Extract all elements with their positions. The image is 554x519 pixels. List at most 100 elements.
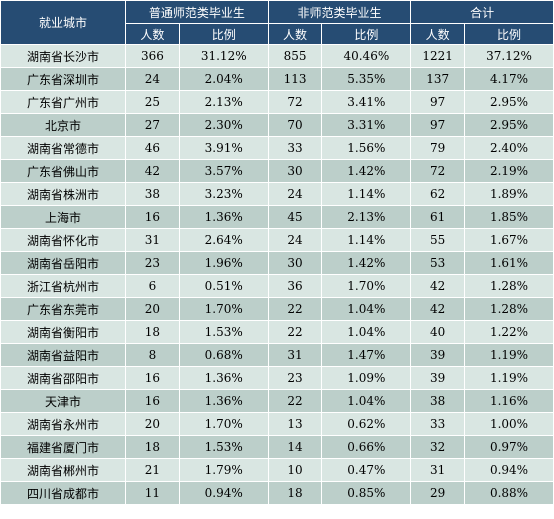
nonteacher-count-cell: 72 <box>267 90 323 114</box>
city-cell: 广东省深圳市 <box>0 67 127 91</box>
total-ratio-cell: 1.28% <box>464 274 554 298</box>
total-count-cell: 32 <box>410 435 466 459</box>
nonteacher-ratio-cell: 3.31% <box>321 113 412 137</box>
header-ratio: 比例 <box>178 23 269 45</box>
nonteacher-ratio-cell: 1.04% <box>321 389 412 413</box>
city-cell: 福建省厦门市 <box>0 435 127 459</box>
city-cell: 浙江省杭州市 <box>0 274 127 298</box>
normal-ratio-cell: 3.57% <box>178 159 269 183</box>
table-row: 湖南省岳阳市 23 1.96% 30 1.42% 53 1.61% <box>0 251 554 275</box>
table-row: 湖南省常德市 46 3.91% 33 1.56% 79 2.40% <box>0 136 554 160</box>
normal-ratio-cell: 1.70% <box>178 412 269 436</box>
city-cell: 广东省佛山市 <box>0 159 127 183</box>
normal-ratio-cell: 2.30% <box>178 113 269 137</box>
nonteacher-count-cell: 22 <box>267 389 323 413</box>
table-row: 广东省深圳市 24 2.04% 113 5.35% 137 4.17% <box>0 67 554 91</box>
city-cell: 上海市 <box>0 205 127 229</box>
header-ratio: 比例 <box>321 23 412 45</box>
nonteacher-ratio-cell: 1.42% <box>321 159 412 183</box>
city-cell: 广东省东莞市 <box>0 297 127 321</box>
nonteacher-ratio-cell: 1.47% <box>321 343 412 367</box>
nonteacher-ratio-cell: 0.85% <box>321 481 412 505</box>
table-row: 广东省广州市 25 2.13% 72 3.41% 97 2.95% <box>0 90 554 114</box>
total-ratio-cell: 1.22% <box>464 320 554 344</box>
nonteacher-count-cell: 855 <box>267 44 323 68</box>
total-ratio-cell: 1.28% <box>464 297 554 321</box>
city-cell: 湖南省怀化市 <box>0 228 127 252</box>
table-row: 上海市 16 1.36% 45 2.13% 61 1.85% <box>0 205 554 229</box>
total-ratio-cell: 1.19% <box>464 343 554 367</box>
nonteacher-count-cell: 36 <box>267 274 323 298</box>
city-cell: 湖南省永州市 <box>0 412 127 436</box>
total-count-cell: 61 <box>410 205 466 229</box>
total-count-cell: 33 <box>410 412 466 436</box>
city-cell: 四川省成都市 <box>0 481 127 505</box>
normal-ratio-cell: 1.70% <box>178 297 269 321</box>
table-row: 北京市 27 2.30% 70 3.31% 97 2.95% <box>0 113 554 137</box>
nonteacher-count-cell: 13 <box>267 412 323 436</box>
nonteacher-count-cell: 30 <box>267 251 323 275</box>
normal-count-cell: 6 <box>125 274 180 298</box>
total-count-cell: 42 <box>410 297 466 321</box>
nonteacher-ratio-cell: 1.04% <box>321 297 412 321</box>
header-count: 人数 <box>410 23 466 45</box>
total-count-cell: 97 <box>410 113 466 137</box>
table-row: 天津市 16 1.36% 22 1.04% 38 1.16% <box>0 389 554 413</box>
normal-ratio-cell: 2.64% <box>178 228 269 252</box>
total-ratio-cell: 1.16% <box>464 389 554 413</box>
normal-ratio-cell: 1.36% <box>178 389 269 413</box>
total-count-cell: 31 <box>410 458 466 482</box>
normal-ratio-cell: 2.13% <box>178 90 269 114</box>
city-cell: 湖南省郴州市 <box>0 458 127 482</box>
nonteacher-count-cell: 22 <box>267 297 323 321</box>
normal-count-cell: 23 <box>125 251 180 275</box>
normal-ratio-cell: 2.04% <box>178 67 269 91</box>
normal-count-cell: 24 <box>125 67 180 91</box>
nonteacher-ratio-cell: 5.35% <box>321 67 412 91</box>
nonteacher-ratio-cell: 0.47% <box>321 458 412 482</box>
nonteacher-count-cell: 22 <box>267 320 323 344</box>
total-ratio-cell: 0.97% <box>464 435 554 459</box>
normal-ratio-cell: 3.23% <box>178 182 269 206</box>
nonteacher-count-cell: 10 <box>267 458 323 482</box>
normal-count-cell: 16 <box>125 205 180 229</box>
nonteacher-count-cell: 113 <box>267 67 323 91</box>
header-group-non-teacher: 非师范类毕业生 <box>267 0 412 24</box>
normal-ratio-cell: 1.79% <box>178 458 269 482</box>
header-group-total: 合计 <box>410 0 554 24</box>
total-count-cell: 39 <box>410 366 466 390</box>
normal-ratio-cell: 0.94% <box>178 481 269 505</box>
normal-ratio-cell: 0.51% <box>178 274 269 298</box>
total-count-cell: 72 <box>410 159 466 183</box>
total-ratio-cell: 2.40% <box>464 136 554 160</box>
nonteacher-ratio-cell: 3.41% <box>321 90 412 114</box>
normal-ratio-cell: 1.53% <box>178 435 269 459</box>
total-ratio-cell: 1.19% <box>464 366 554 390</box>
normal-count-cell: 366 <box>125 44 180 68</box>
total-ratio-cell: 2.95% <box>464 90 554 114</box>
nonteacher-count-cell: 24 <box>267 228 323 252</box>
city-cell: 湖南省常德市 <box>0 136 127 160</box>
city-cell: 湖南省株洲市 <box>0 182 127 206</box>
normal-ratio-cell: 1.53% <box>178 320 269 344</box>
nonteacher-count-cell: 33 <box>267 136 323 160</box>
total-ratio-cell: 1.61% <box>464 251 554 275</box>
table-row: 湖南省邵阳市 16 1.36% 23 1.09% 39 1.19% <box>0 366 554 390</box>
total-ratio-cell: 1.67% <box>464 228 554 252</box>
normal-count-cell: 18 <box>125 320 180 344</box>
total-ratio-cell: 4.17% <box>464 67 554 91</box>
city-cell: 天津市 <box>0 389 127 413</box>
normal-ratio-cell: 0.68% <box>178 343 269 367</box>
nonteacher-ratio-cell: 1.04% <box>321 320 412 344</box>
table-row: 湖南省株洲市 38 3.23% 24 1.14% 62 1.89% <box>0 182 554 206</box>
total-ratio-cell: 2.19% <box>464 159 554 183</box>
nonteacher-count-cell: 45 <box>267 205 323 229</box>
table-row: 广东省东莞市 20 1.70% 22 1.04% 42 1.28% <box>0 297 554 321</box>
nonteacher-count-cell: 30 <box>267 159 323 183</box>
city-cell: 北京市 <box>0 113 127 137</box>
nonteacher-ratio-cell: 1.70% <box>321 274 412 298</box>
normal-count-cell: 38 <box>125 182 180 206</box>
table-row: 广东省佛山市 42 3.57% 30 1.42% 72 2.19% <box>0 159 554 183</box>
total-count-cell: 53 <box>410 251 466 275</box>
nonteacher-count-cell: 24 <box>267 182 323 206</box>
